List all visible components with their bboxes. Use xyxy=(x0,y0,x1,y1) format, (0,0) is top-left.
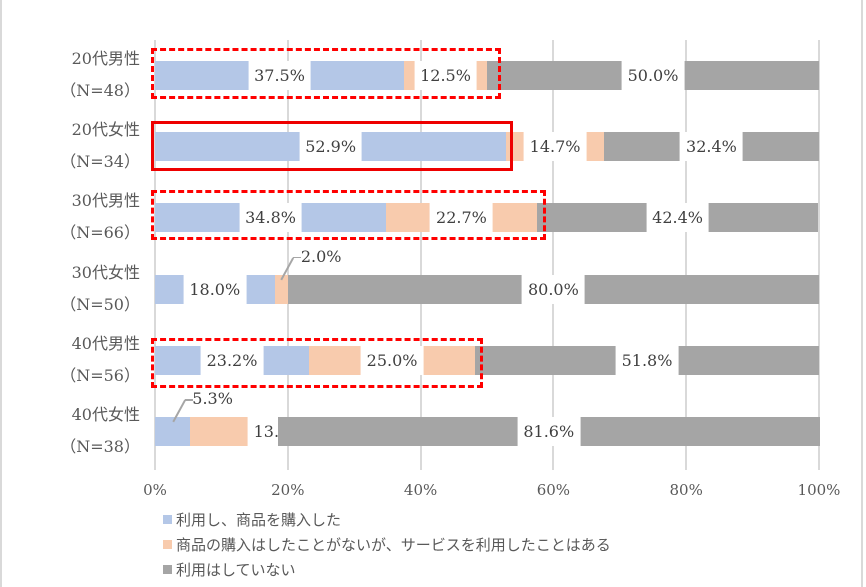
category-label-line: （N=38） xyxy=(60,437,140,456)
data-label: 23.2% xyxy=(200,345,264,375)
gridline xyxy=(154,40,156,470)
plot-area: 37.5% 12.5% 50.0% 52.9% 14.7% 32.4% 34.8% 22.7%… xyxy=(154,40,820,470)
legend-item: 利用し、商品を購入した xyxy=(163,507,611,532)
legend-label: 利用はしていない xyxy=(176,561,296,579)
legend-swatch-icon xyxy=(163,540,172,549)
category-label-line: （N=34） xyxy=(60,152,140,172)
leader-line xyxy=(184,399,193,401)
category-label: 20代男性 （N=48） xyxy=(20,43,140,107)
bar-segment xyxy=(274,274,288,304)
category-label-line: 40代男性 xyxy=(71,333,140,353)
data-label: 51.8% xyxy=(615,345,679,375)
category-label: 40代女性 （N=38） xyxy=(20,399,140,463)
data-label: 52.9% xyxy=(299,132,363,162)
data-label: 25.0% xyxy=(360,345,424,375)
highlight-box-40s-male xyxy=(151,338,483,388)
legend-label: 商品の購入はしたことがないが、サービスを利用したことはある xyxy=(176,536,611,554)
data-label: 18.0% xyxy=(183,274,247,304)
legend-item: 商品の購入はしたことがないが、サービスを利用したことはある xyxy=(163,532,611,557)
highlight-box-30s-male xyxy=(151,190,546,240)
legend-swatch-icon xyxy=(163,565,172,574)
data-label: 12.5% xyxy=(414,61,477,90)
category-label-line: 20代女性 xyxy=(71,120,140,140)
highlight-box-20s-male xyxy=(151,48,501,99)
category-label-line: 30代男性 xyxy=(71,191,140,211)
data-label: 80.0% xyxy=(521,274,585,304)
data-label: 81.6% xyxy=(517,417,581,446)
x-tick-label: 40% xyxy=(403,481,438,499)
data-label: 34.8% xyxy=(239,203,302,233)
x-tick-label: 60% xyxy=(536,481,571,499)
category-label-line: （N=48） xyxy=(60,81,140,100)
data-label: 22.7% xyxy=(430,203,493,233)
x-tick-label: 100% xyxy=(797,481,841,499)
highlight-box-20s-female xyxy=(151,121,513,171)
category-label: 30代女性 （N=50） xyxy=(20,257,140,321)
x-tick-label: 0% xyxy=(143,481,167,499)
gridline xyxy=(818,40,820,470)
data-label: 50.0% xyxy=(621,61,685,90)
category-label-line: 20代男性 xyxy=(71,49,140,68)
legend-item: 利用はしていない xyxy=(163,557,611,582)
x-tick-label: 80% xyxy=(669,481,703,499)
x-tick-label: 20% xyxy=(271,481,305,499)
category-label-line: 30代女性 xyxy=(71,262,140,282)
category-label-line: （N=66） xyxy=(60,223,140,243)
legend: 利用し、商品を購入した商品の購入はしたことがないが、サービスを利用したことはある… xyxy=(163,507,611,582)
gridline xyxy=(685,40,688,470)
category-label: 40代男性 （N=56） xyxy=(20,328,140,392)
category-label-line: （N=56） xyxy=(60,365,140,385)
data-label: 42.4% xyxy=(646,203,709,233)
legend-label: 利用し、商品を購入した xyxy=(176,511,342,529)
category-label: 20代女性 （N=34） xyxy=(20,114,140,178)
data-label: 5.3% xyxy=(192,389,233,408)
gridline xyxy=(286,40,289,470)
category-label-line: （N=50） xyxy=(60,294,140,314)
category-label: 30代男性 （N=66） xyxy=(20,185,140,249)
category-label-line: 40代女性 xyxy=(71,405,140,424)
data-label: 2.0% xyxy=(300,246,342,266)
data-label: 37.5% xyxy=(248,61,311,90)
legend-swatch-icon xyxy=(163,515,172,524)
data-label: 14.7% xyxy=(523,132,587,162)
data-label: 32.4% xyxy=(680,132,743,162)
gridline xyxy=(419,40,422,470)
leader-line xyxy=(293,256,302,259)
gridline xyxy=(552,40,555,470)
